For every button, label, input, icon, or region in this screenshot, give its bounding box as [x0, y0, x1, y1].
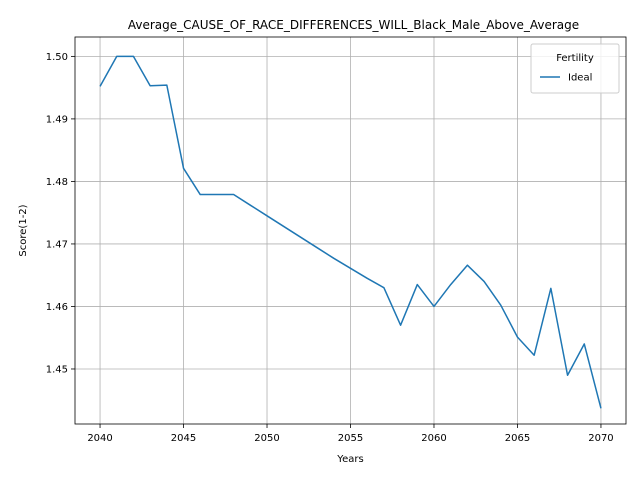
y-tick-label: 1.45	[46, 364, 68, 375]
x-tick-label: 2055	[338, 433, 363, 444]
x-tick-label: 2045	[171, 433, 196, 444]
x-tick-label: 2070	[588, 433, 613, 444]
chart-title: Average_CAUSE_OF_RACE_DIFFERENCES_WILL_B…	[128, 18, 579, 32]
series-lines	[99, 55, 602, 409]
series-line-ideal	[99, 55, 602, 409]
x-tick-label: 2050	[254, 433, 279, 444]
legend-label: Ideal	[568, 73, 592, 84]
y-tick-label: 1.49	[46, 114, 68, 125]
x-axis-label: Years	[336, 454, 363, 465]
legend-title: Fertility	[556, 53, 594, 64]
legend: Fertility Ideal	[530, 43, 620, 94]
x-axis-ticks: 2040 2045 2050 2055 2060 2065 2070	[87, 424, 614, 444]
grid	[75, 37, 626, 424]
x-tick-label: 2040	[87, 433, 112, 444]
y-tick-label: 1.46	[46, 302, 68, 313]
y-axis-ticks: 1.45 1.46 1.47 1.48 1.49 1.50	[46, 52, 75, 375]
y-tick-label: 1.50	[46, 52, 68, 63]
legend-box	[530, 43, 620, 94]
y-axis-label: Score(1-2)	[18, 204, 29, 256]
y-tick-label: 1.48	[46, 177, 68, 188]
x-tick-label: 2065	[505, 433, 530, 444]
legend-entries: Ideal	[540, 73, 592, 84]
x-tick-label: 2060	[421, 433, 446, 444]
y-tick-label: 1.47	[46, 239, 68, 250]
